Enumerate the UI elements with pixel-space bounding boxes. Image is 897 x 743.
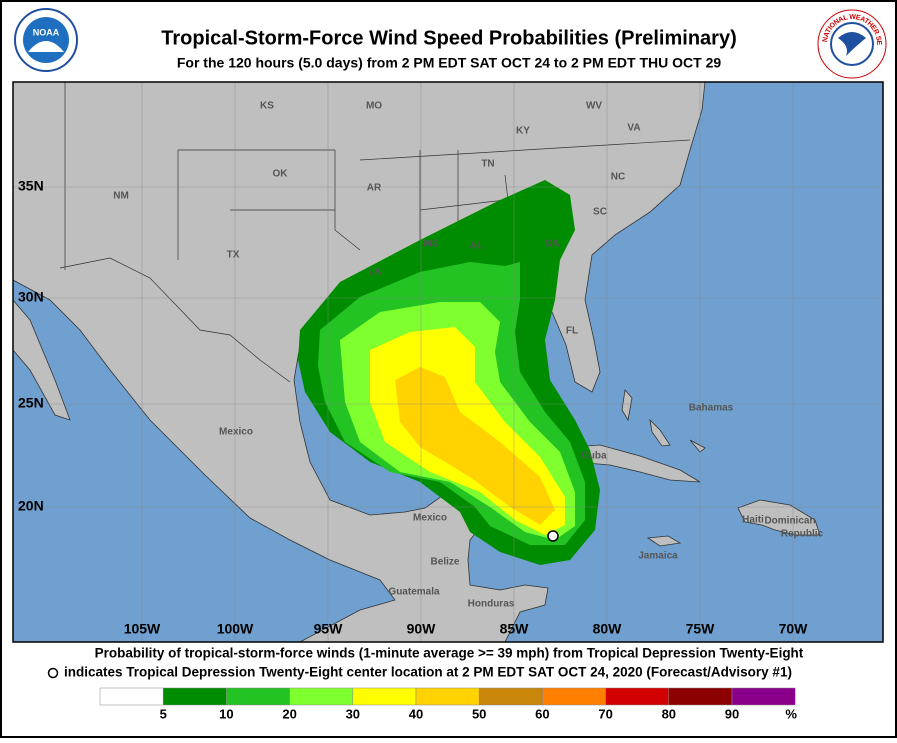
legend: 5 10 20 30 40 50 60 70 80 90% <box>99 687 797 721</box>
place-label: AR <box>367 183 382 194</box>
legend-swatch <box>415 687 480 706</box>
lon-label: 105W <box>124 621 161 637</box>
land-hispaniola <box>737 499 821 536</box>
legend-label: 20 <box>282 706 296 721</box>
legend-unit: % <box>785 706 797 721</box>
legend-label: 60 <box>535 706 549 721</box>
place-label: TN <box>481 159 494 170</box>
legend-label: 90 <box>725 706 739 721</box>
noaa-logo: NOAA <box>14 8 78 72</box>
place-label: Mexico <box>219 427 253 438</box>
probability-contours <box>298 180 600 565</box>
legend-swatch <box>605 687 670 706</box>
place-label: WV <box>586 101 602 112</box>
land-bahamas <box>621 389 706 453</box>
place-label: Honduras <box>468 599 515 610</box>
land-baja <box>13 299 71 421</box>
place-label: Cuba <box>582 451 607 462</box>
subtitle: For the 120 hours (5.0 days) from 2 PM E… <box>177 55 721 71</box>
place-label: KY <box>516 126 530 137</box>
place-label: Belize <box>431 557 460 568</box>
legend-swatch <box>99 687 164 706</box>
legend-label: 80 <box>662 706 676 721</box>
place-label: Haiti <box>742 515 764 526</box>
noaa-logo-text: NOAA <box>33 27 60 37</box>
probability-band <box>395 367 555 525</box>
place-label: Bahamas <box>689 403 734 414</box>
place-label: Guatemala <box>388 587 440 598</box>
lon-label: 95W <box>314 621 344 637</box>
footer-line-2: indicates Tropical Depression Twenty-Eig… <box>64 665 792 680</box>
place-label: Republic <box>781 529 824 540</box>
place-label: GA <box>545 239 560 250</box>
legend-label: 40 <box>409 706 423 721</box>
place-label: Dominican <box>764 516 815 527</box>
place-label: MO <box>366 101 382 112</box>
place-labels: KS MO KY WV VA TN NC OK AR SC NM MS AL GA TX LA FL Bahama… <box>113 101 823 610</box>
place-label: Mexico <box>413 513 447 524</box>
legend-swatch <box>289 687 354 706</box>
footer-line-1: Probability of tropical-storm-force wind… <box>95 646 804 661</box>
lon-label: 80W <box>593 621 623 637</box>
map-border <box>12 81 884 643</box>
legend-swatch <box>542 687 606 706</box>
axis-labels: 35N 30N 25N 20N 105W 100W 95W 90W 85W 80W 75W 70W <box>18 178 808 637</box>
lon-label: 75W <box>686 621 716 637</box>
legend-swatch <box>478 687 543 706</box>
place-label: MS <box>424 239 439 250</box>
legend-swatch <box>226 687 290 706</box>
lon-label: 70W <box>779 621 809 637</box>
title: Tropical-Storm-Force Wind Speed Probabil… <box>161 27 737 49</box>
place-label: LA <box>368 267 381 278</box>
legend-label: 5 <box>160 706 167 721</box>
legend-swatch <box>731 687 796 706</box>
lon-label: 90W <box>407 621 437 637</box>
lon-label: 100W <box>217 621 254 637</box>
lat-label: 30N <box>18 289 44 305</box>
place-label: NC <box>611 172 625 183</box>
legend-label: 30 <box>346 706 360 721</box>
lon-label: 85W <box>500 621 530 637</box>
legend-swatch <box>162 687 227 706</box>
lat-label: 20N <box>18 498 44 514</box>
place-label: AL <box>469 241 482 252</box>
legend-label: 50 <box>472 706 486 721</box>
place-label: Jamaica <box>638 551 678 562</box>
map: KS MO KY WV VA TN NC OK AR SC NM MS AL GA TX LA FL Bahama… <box>12 81 884 643</box>
land-jamaica <box>646 535 682 547</box>
place-label: FL <box>566 326 578 337</box>
lat-label: 35N <box>18 178 44 194</box>
place-label: VA <box>627 123 640 134</box>
place-label: TX <box>227 250 240 261</box>
place-label: KS <box>260 101 274 112</box>
place-label: OK <box>273 169 289 180</box>
legend-swatch <box>668 687 733 706</box>
center-symbol <box>47 667 59 679</box>
legend-label: 70 <box>598 706 612 721</box>
legend-swatch <box>352 687 417 706</box>
storm-center <box>547 530 559 542</box>
graticule <box>13 82 883 642</box>
place-label: SC <box>593 207 607 218</box>
lat-label: 25N <box>18 395 44 411</box>
legend-label: 10 <box>219 706 233 721</box>
place-label: NM <box>113 191 129 202</box>
